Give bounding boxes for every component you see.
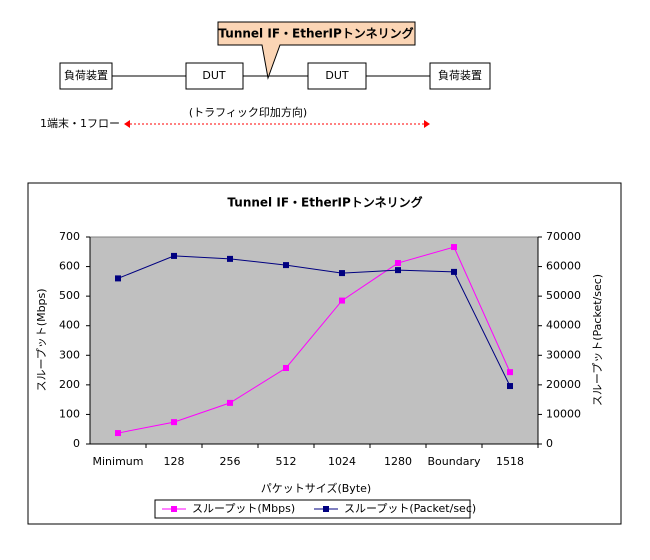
x-tick-label: 1024 (328, 455, 356, 468)
chart-title: Tunnel IF・EtherIPトンネリング (227, 195, 422, 210)
device-box (429, 62, 491, 90)
dut-box (185, 62, 244, 90)
x-tick-label: 1518 (496, 455, 524, 468)
point (507, 383, 513, 390)
y-tick-label: 100 (59, 407, 80, 420)
y-tick-label: 500 (59, 289, 80, 302)
direction-label: (トラフィック印加方向) (189, 105, 307, 119)
point (395, 267, 401, 274)
point (115, 275, 121, 282)
y2-tick-label: 40000 (546, 319, 581, 332)
y-tick-label: 400 (59, 319, 80, 332)
diagram: Tunnel IF・EtherIPトンネリング 負荷装置 DUT DUT 負荷装… (40, 21, 491, 130)
x-tick-label: 128 (164, 455, 185, 468)
point (339, 297, 345, 304)
y-tick-label: 0 (73, 437, 80, 450)
y-tick-label: 300 (59, 348, 80, 361)
dut-label: DUT (325, 69, 349, 82)
series-line (117, 246, 511, 434)
device-label: 負荷装置 (438, 69, 482, 82)
series-line (117, 255, 511, 387)
device-box (59, 62, 113, 90)
callout-text: Tunnel IF・EtherIPトンネリング (218, 26, 413, 41)
y2-tick-label: 30000 (546, 348, 581, 361)
x-tick-label: Minimum (93, 455, 144, 468)
y2-tick-label: 70000 (546, 230, 581, 243)
y2-tick-label: 10000 (546, 407, 581, 420)
y-axis-title: スループット(Mbps) (35, 288, 48, 391)
device-label: 負荷装置 (64, 69, 108, 82)
point (339, 270, 345, 277)
x-tick-label: Boundary (428, 455, 481, 468)
point (283, 365, 289, 372)
callout (217, 21, 416, 80)
legend-marker (323, 506, 329, 512)
point (171, 252, 177, 259)
y2-tick-label: 60000 (546, 260, 581, 273)
point (507, 369, 513, 376)
legend-label: スループット(Packet/sec) (344, 502, 476, 515)
y-tick-label: 200 (59, 378, 80, 391)
y2-axis-title: スループット(Packet/sec) (591, 274, 604, 406)
x-axis-title: パケットサイズ(Byte) (261, 481, 371, 495)
x-tick-label: 512 (276, 455, 297, 468)
point (451, 268, 457, 275)
point (451, 244, 457, 251)
y2-tick-label: 20000 (546, 378, 581, 391)
point (115, 430, 121, 437)
legend-label: スループット(Mbps) (192, 502, 295, 515)
y2-tick-label: 50000 (546, 289, 581, 302)
legend (154, 499, 471, 519)
arrow-heads (124, 120, 430, 128)
point (283, 262, 289, 269)
legend-marker (171, 506, 177, 512)
x-tick-label: 1280 (384, 455, 412, 468)
point (171, 419, 177, 426)
dut-label: DUT (202, 69, 226, 82)
flow-label: 1端末・1フロー (40, 116, 120, 130)
y-tick-label: 600 (59, 260, 80, 273)
point (227, 399, 233, 406)
point (227, 255, 233, 262)
dut-box (307, 62, 367, 90)
plot-area (89, 236, 539, 445)
point (395, 260, 401, 267)
x-tick-label: 256 (220, 455, 241, 468)
y2-tick-label: 0 (546, 437, 553, 450)
y-tick-label: 700 (59, 230, 80, 243)
